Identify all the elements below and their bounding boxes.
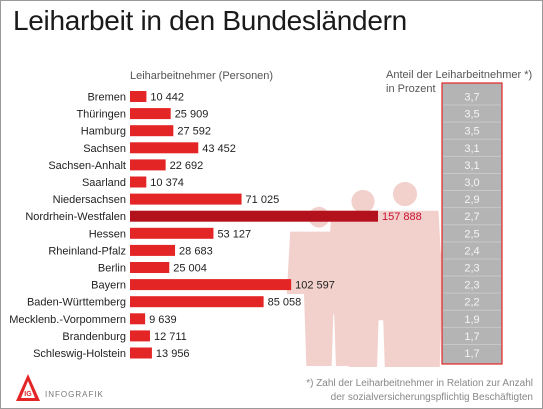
value-labels: 10 442 25 909 27 592 43 452 22 692 10 374 71 0… (149, 92, 422, 361)
share-value-label: 3,5 (464, 126, 479, 138)
value-label: 71 025 (246, 194, 280, 206)
value-label: 157 888 (382, 211, 422, 223)
chart-title: Leiharbeit in den Bundesländern (13, 5, 407, 36)
person-head-icon (392, 181, 418, 207)
category-label: Baden-Württemberg (27, 297, 126, 309)
bar (130, 313, 146, 325)
share-header-line-1: Anteil der Leiharbeitnehmer *) (386, 69, 533, 81)
share-column (441, 82, 503, 365)
share-value-label: 1,9 (464, 314, 479, 326)
category-label: Bremen (87, 92, 126, 104)
value-label: 25 909 (175, 109, 209, 121)
logo-label: INFOGRAFIK (45, 390, 104, 399)
value-label: 53 127 (217, 228, 251, 240)
bar (130, 142, 199, 154)
bar (130, 296, 264, 308)
category-label: Thüringen (76, 109, 126, 121)
category-label: Bayern (91, 280, 126, 292)
share-value-label: 3,7 (464, 92, 479, 104)
value-label: 12 711 (154, 331, 187, 343)
category-label: Berlin (98, 263, 126, 275)
bar (130, 262, 170, 273)
value-label: 27 592 (177, 126, 211, 138)
share-value-label: 2,2 (464, 297, 479, 309)
share-value-label: 2,3 (464, 280, 479, 292)
share-value-label: 1,7 (464, 348, 479, 360)
bar-column-header: Leiharbeitnehmer (Personen) (130, 70, 274, 82)
value-label: 102 597 (295, 280, 335, 292)
share-value-label: 3,5 (464, 109, 479, 121)
logo-inner-triangle (21, 381, 35, 398)
bar-highlight (130, 210, 378, 222)
share-value-label: 2,7 (464, 211, 479, 223)
footnote-line-1: *) Zahl der Leiharbeitnehmer in Relation… (306, 378, 533, 389)
bar (130, 125, 174, 137)
share-column-header: Anteil der Leiharbeitnehmer *) in Prozen… (386, 68, 532, 96)
share-value-label: 3,1 (464, 143, 479, 155)
bar (130, 108, 171, 120)
person-head-icon (351, 189, 375, 214)
category-label: Sachsen-Anhalt (48, 160, 126, 172)
person-head-icon (337, 251, 353, 267)
share-value-label: 3,1 (464, 160, 479, 172)
category-label: Sachsen (83, 143, 126, 155)
bar (130, 347, 152, 359)
category-label: Mecklenb.-Vorpommern (9, 314, 126, 326)
category-label: Saarland (82, 177, 126, 189)
share-header-line-2: in Prozent (386, 83, 436, 95)
category-label: Hessen (89, 228, 126, 240)
category-label: Schleswig-Holstein (33, 348, 126, 360)
category-label: Rheinland-Pfalz (48, 245, 126, 257)
value-label: 10 374 (150, 177, 184, 189)
value-label: 85 058 (268, 297, 302, 309)
value-label: 9 639 (149, 314, 177, 326)
footnote-line-2: der sozialversicherungspflichtig Beschäf… (330, 392, 533, 403)
category-label: Hamburg (81, 126, 126, 138)
value-label: 28 683 (179, 245, 213, 257)
share-value-label: 2,3 (464, 263, 479, 275)
bar (130, 244, 176, 256)
bar (130, 159, 166, 171)
people-silhouettes-icon (286, 181, 457, 367)
value-label: 22 692 (170, 160, 204, 172)
category-label: Nordrhein-Westfalen (25, 211, 126, 223)
share-value-label: 2,4 (464, 245, 479, 257)
category-label: Brandenburg (62, 331, 126, 343)
bars (130, 91, 378, 359)
bar (130, 279, 292, 291)
share-value-label: 3,0 (464, 177, 479, 189)
value-label: 10 442 (150, 92, 184, 104)
bar (130, 193, 242, 205)
value-label: 13 956 (156, 348, 190, 360)
share-labels: 3,7 3,5 3,5 3,1 3,1 3,0 2,9 2,7 2,5 2,4 2,3 2,3 2,2 1… (443, 92, 501, 360)
ig-metall-logo: IG (16, 374, 40, 401)
footnote: *) Zahl der Leiharbeitnehmer in Relation… (306, 377, 533, 405)
person-body-icon (321, 269, 369, 366)
bar (130, 176, 147, 188)
share-value-label: 1,7 (464, 331, 479, 343)
share-value-label: 2,9 (464, 194, 479, 206)
person-head-icon (420, 231, 438, 250)
category-label: Niedersachsen (53, 194, 126, 206)
logo-mark: IG (24, 391, 32, 398)
person-head-icon (386, 263, 400, 278)
bar (130, 91, 147, 102)
share-value-label: 2,5 (464, 228, 479, 240)
bar (130, 330, 150, 342)
value-label: 43 452 (202, 143, 236, 155)
bar (130, 227, 214, 239)
category-labels: Bremen Thüringen Hamburg Sachsen Sachsen-Anh… (9, 92, 126, 361)
value-label: 25 004 (173, 263, 207, 275)
